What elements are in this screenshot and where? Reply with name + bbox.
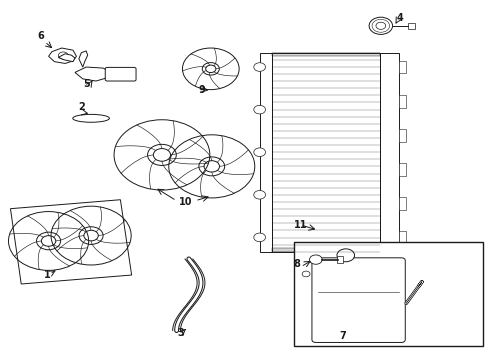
Circle shape — [58, 52, 68, 59]
Bar — [260, 53, 272, 252]
Bar — [399, 60, 406, 73]
Text: 1: 1 — [44, 270, 50, 280]
Bar — [272, 53, 380, 252]
Circle shape — [337, 249, 355, 262]
Polygon shape — [75, 67, 111, 81]
Text: 11: 11 — [294, 220, 307, 230]
Bar — [399, 95, 406, 108]
Text: 8: 8 — [294, 259, 301, 269]
FancyBboxPatch shape — [312, 258, 405, 342]
FancyBboxPatch shape — [105, 67, 136, 81]
Bar — [399, 129, 406, 141]
Bar — [399, 163, 406, 176]
Ellipse shape — [73, 114, 109, 122]
Circle shape — [369, 17, 392, 35]
Polygon shape — [58, 54, 75, 62]
Bar — [380, 53, 399, 252]
Text: 10: 10 — [179, 197, 192, 207]
Circle shape — [254, 105, 266, 114]
Bar — [399, 197, 406, 210]
Bar — [272, 248, 380, 252]
Text: 9: 9 — [198, 85, 205, 95]
Bar — [294, 242, 484, 346]
Circle shape — [254, 233, 266, 242]
Bar — [272, 53, 380, 56]
Text: 3: 3 — [177, 328, 184, 338]
Bar — [399, 231, 406, 244]
Polygon shape — [49, 48, 76, 63]
Circle shape — [254, 63, 266, 71]
Text: 7: 7 — [340, 330, 346, 341]
Polygon shape — [79, 51, 88, 67]
Circle shape — [254, 190, 266, 199]
Text: 6: 6 — [37, 31, 44, 41]
Circle shape — [254, 148, 266, 157]
Bar — [337, 256, 343, 263]
Text: 5: 5 — [83, 80, 90, 90]
Bar — [408, 23, 415, 29]
Text: 4: 4 — [397, 13, 404, 23]
Circle shape — [310, 255, 322, 264]
Polygon shape — [10, 200, 132, 284]
Text: 2: 2 — [78, 102, 85, 112]
Circle shape — [302, 271, 310, 277]
